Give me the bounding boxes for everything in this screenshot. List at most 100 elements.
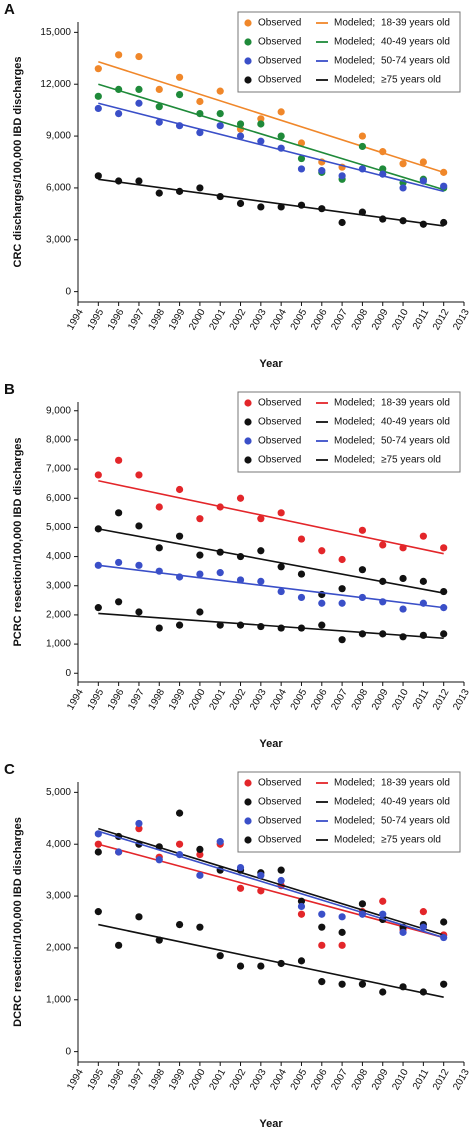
observed-point xyxy=(135,522,143,530)
observed-point xyxy=(419,908,427,916)
legend-observed: Observed xyxy=(258,797,301,808)
x-tick-label: 2007 xyxy=(329,687,350,712)
y-tick-label: 3,000 xyxy=(46,891,71,902)
observed-point xyxy=(338,928,346,936)
observed-point xyxy=(196,850,204,859)
legend-point xyxy=(244,836,252,844)
observed-point xyxy=(135,608,143,616)
x-tick-label: 2011 xyxy=(411,687,431,712)
x-axis-label: Year xyxy=(259,358,283,370)
x-tick-label: 1998 xyxy=(146,1067,167,1092)
legend-name: 40-49 years old xyxy=(381,417,450,428)
legend-point xyxy=(244,38,252,46)
observed-point xyxy=(236,863,245,872)
observed-point xyxy=(277,624,285,632)
observed-point xyxy=(440,630,448,638)
observed-point xyxy=(175,532,184,540)
modeled-line xyxy=(98,923,444,998)
legend-box xyxy=(237,11,461,93)
observed-point xyxy=(196,871,204,879)
x-tick-label: 2012 xyxy=(431,687,452,712)
y-tick-label: 0 xyxy=(65,286,71,297)
x-tick-label: 1999 xyxy=(167,1067,188,1092)
x-axis-label: Year xyxy=(259,1118,283,1130)
observed-point xyxy=(257,203,265,211)
observed-point xyxy=(115,598,123,606)
observed-point xyxy=(318,167,326,175)
x-tick-label: 2011 xyxy=(411,1067,431,1092)
observed-point xyxy=(196,97,204,106)
x-tick-label: 2002 xyxy=(228,687,249,712)
x-tick-label: 2001 xyxy=(207,307,228,332)
x-tick-label: 2000 xyxy=(187,1067,208,1092)
x-axis-label: Year xyxy=(259,738,283,750)
observed-point xyxy=(155,85,163,94)
observed-point xyxy=(155,624,163,632)
observed-point xyxy=(175,90,184,99)
legend-box xyxy=(237,391,461,473)
modeled-line xyxy=(98,612,444,640)
x-tick-label: 1995 xyxy=(86,1067,107,1092)
observed-point xyxy=(155,118,163,126)
y-tick-label: 7,000 xyxy=(46,464,71,475)
x-tick-label: 2007 xyxy=(329,1067,350,1092)
x-tick-label: 2001 xyxy=(207,1067,228,1092)
observed-point xyxy=(440,544,448,552)
legend-name: 18-39 years old xyxy=(381,18,450,29)
y-tick-label: 2,000 xyxy=(46,610,71,621)
observed-point xyxy=(175,809,184,817)
observed-point xyxy=(216,110,224,118)
x-tick-label: 2001 xyxy=(207,687,228,712)
x-tick-label: 2013 xyxy=(451,687,472,712)
legend-observed: Observed xyxy=(258,436,301,447)
x-tick-label: 2000 xyxy=(187,307,208,332)
legend-observed: Observed xyxy=(258,75,301,86)
observed-point xyxy=(277,203,285,211)
observed-point xyxy=(297,139,306,147)
observed-point xyxy=(236,576,245,584)
observed-point xyxy=(115,51,123,59)
y-tick-label: 2,000 xyxy=(46,943,71,954)
y-tick-label: 1,000 xyxy=(46,639,71,650)
x-tick-label: 1995 xyxy=(86,687,107,712)
legend-name: 40-49 years old xyxy=(381,37,450,48)
observed-point xyxy=(216,87,224,95)
x-tick-label: 2005 xyxy=(289,687,310,712)
observed-point xyxy=(257,120,265,128)
legend-name: ≥75 years old xyxy=(381,455,441,466)
observed-point xyxy=(155,189,163,197)
observed-point xyxy=(440,218,448,227)
observed-point xyxy=(379,541,387,549)
observed-point xyxy=(419,577,427,585)
x-tick-label: 2005 xyxy=(289,307,310,332)
x-tick-label: 2004 xyxy=(268,687,289,712)
observed-point xyxy=(277,563,285,571)
x-tick-label: 2002 xyxy=(228,307,249,332)
observed-point xyxy=(216,621,224,629)
x-tick-label: 1998 xyxy=(146,687,167,712)
observed-point xyxy=(399,574,407,583)
observed-point xyxy=(155,103,163,111)
observed-point xyxy=(135,85,143,94)
x-tick-label: 1996 xyxy=(106,687,127,712)
panel-label: C xyxy=(4,761,15,778)
legend-point xyxy=(244,798,252,806)
observed-point xyxy=(135,99,143,107)
observed-point xyxy=(318,547,326,555)
observed-point xyxy=(196,551,204,559)
legend-observed: Observed xyxy=(258,398,301,409)
legend-modeled: Modeled; xyxy=(334,778,375,789)
x-tick-label: 2003 xyxy=(248,1067,269,1092)
observed-point xyxy=(379,910,387,918)
observed-point xyxy=(440,918,448,926)
observed-point xyxy=(440,182,448,190)
legend-point xyxy=(244,779,252,787)
observed-point xyxy=(196,184,204,192)
x-tick-label: 2008 xyxy=(350,1067,371,1092)
x-tick-label: 1996 xyxy=(106,307,127,332)
observed-point xyxy=(318,978,326,986)
observed-point xyxy=(236,494,245,502)
panel-label: B xyxy=(4,381,15,398)
